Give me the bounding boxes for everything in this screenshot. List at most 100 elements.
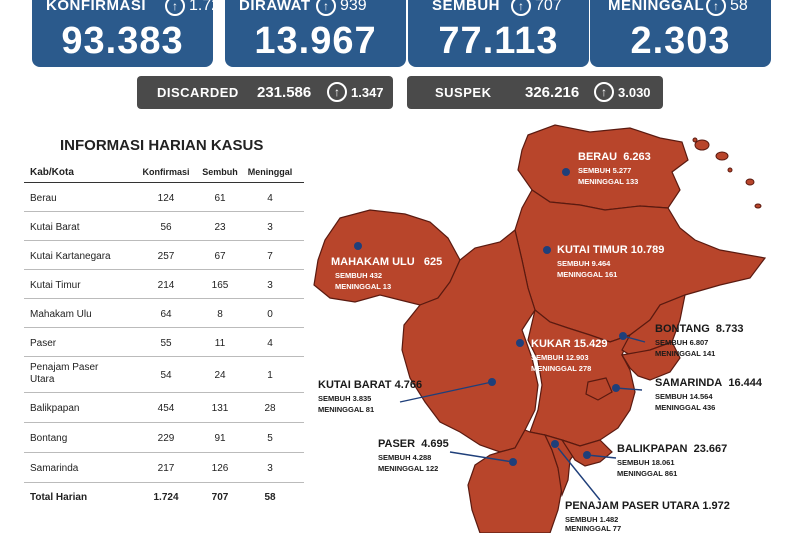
pill-label: DISCARDED: [157, 85, 239, 100]
marker-mahakam-ulu: [354, 242, 362, 250]
map-label-kutai-barat: KUTAI BARAT 4.766: [318, 379, 423, 391]
stat-pill-suspek: SUSPEK 326.216 ↑ 3.030: [407, 76, 663, 109]
leader-line: [586, 454, 617, 459]
stat-delta: 939: [340, 0, 367, 14]
map-sub-bontang-meninggal: MENINGGAL 141: [655, 349, 716, 358]
region-kutai-barat: [401, 228, 539, 453]
stat-label: DIRAWAT: [239, 0, 311, 14]
region-samarinda-enclave: [585, 377, 613, 401]
stat-value: 13.967: [254, 20, 377, 62]
header-kabkota: Kab/Kota: [30, 167, 74, 178]
marker-kukar: [516, 339, 524, 347]
map-sub-bontang-sembuh: SEMBUH 6.807: [655, 338, 709, 347]
map-sub-samarinda-meninggal: MENINGGAL 436: [655, 403, 716, 412]
table-row: Samarinda 217 126 3: [24, 453, 304, 483]
region-kukar: [527, 308, 636, 447]
map-sub-kukar-meninggal: MENINGGAL 278: [531, 364, 592, 373]
map-sub-ppu-sembuh: SEMBUH 1.482: [565, 515, 619, 524]
region-paser: [467, 429, 563, 533]
stat-value: 2.303: [630, 20, 731, 62]
island: [692, 137, 698, 143]
map-sub-samarinda-sembuh: SEMBUH 14.564: [655, 392, 713, 401]
stat-value: 93.383: [61, 20, 184, 62]
stat-card-meninggal: MENINGGAL ↑ 58 2.303: [590, 0, 771, 67]
leader-line: [399, 381, 493, 403]
stat-pill-discarded: DISCARDED 231.586 ↑ 1.347: [137, 76, 393, 109]
map-sub-kubar-meninggal: MENINGGAL 81: [318, 405, 375, 414]
island: [745, 178, 755, 186]
leader-line: [557, 447, 601, 501]
table-row: Penajam Paser Utara 54 24 1: [24, 357, 304, 393]
stat-label: MENINGGAL: [608, 0, 705, 14]
marker-kutai-timur: [543, 246, 551, 254]
table-row: Bontang 229 91 5: [24, 423, 304, 453]
region-samarinda: [621, 341, 681, 381]
pill-delta: 3.030: [618, 85, 651, 100]
map-label-balikpapan: BALIKPAPAN 23.667: [617, 443, 728, 455]
region-berau: [517, 124, 689, 211]
table-row: Kutai Barat 56 23 3: [24, 212, 304, 241]
island: [754, 203, 762, 209]
header-meninggal: Meninggal: [247, 167, 293, 177]
table-row-total: Total Harian 1.724 707 58: [30, 492, 276, 503]
pill-value: 326.216: [525, 84, 580, 101]
stat-card-dirawat: DIRAWAT ↑ 939 13.967: [225, 0, 406, 67]
table-header: Kab/Kota Konfirmasi Sembuh Meninggal: [24, 161, 304, 183]
map-sub-ppu-meninggal: MENINGGAL 77: [565, 524, 622, 533]
map-sub-kukar-sembuh: SEMBUH 12.903: [531, 353, 589, 362]
arrow-up-icon: ↑: [594, 82, 614, 102]
map-sub-balikpapan-meninggal: MENINGGAL 861: [617, 469, 678, 478]
arrow-up-icon: ↑: [511, 0, 531, 16]
map-label-samarinda: SAMARINDA 16.444: [655, 377, 763, 389]
map-label-ppu: PENAJAM PASER UTARA 1.972: [565, 500, 730, 512]
island: [715, 151, 729, 161]
header-konfirmasi: Konfirmasi: [142, 167, 190, 177]
table-title: INFORMASI HARIAN KASUS: [60, 137, 264, 154]
map-label-berau: BERAU 6.263: [578, 151, 651, 163]
stat-label: KONFIRMASI: [46, 0, 146, 14]
stat-delta: 58: [730, 0, 748, 14]
marker-ppu: [551, 440, 559, 448]
leader-line: [615, 387, 643, 391]
pill-value: 231.586: [257, 84, 312, 101]
pill-delta: 1.347: [351, 85, 384, 100]
map-sub-kubar-sembuh: SEMBUH 3.835: [318, 394, 372, 403]
table-row: Balikpapan 454 131 28: [24, 393, 304, 423]
map-sub-mahulu-sembuh: SEMBUH 432: [335, 271, 383, 280]
arrow-up-icon: ↑: [706, 0, 726, 16]
map-sub-kutim-sembuh: SEMBUH 9.464: [557, 259, 611, 268]
map-label-kutai-timur: KUTAI TIMUR 10.789: [557, 244, 665, 256]
region-kutai-timur: [514, 189, 767, 343]
stat-label: SEMBUH: [432, 0, 501, 14]
leader-line: [449, 451, 514, 463]
map-sub-kutim-meninggal: MENINGGAL 161: [557, 270, 618, 279]
stat-card-konfirmasi: KONFIRMASI ↑ 1.724 93.383: [32, 0, 229, 67]
table-row: Kutai Timur 214 165 3: [24, 270, 304, 299]
leader-line: [622, 335, 646, 343]
map-sub-mahulu-meninggal: MENINGGAL 13: [335, 282, 392, 291]
table-row: Mahakam Ulu 64 8 0: [24, 299, 304, 328]
table-row: Kutai Kartanegara 257 67 7: [24, 241, 304, 270]
map-label-kukar: KUKAR 15.429: [531, 338, 608, 350]
map-sub-berau-meninggal: MENINGGAL 133: [578, 177, 639, 186]
map-sub-berau-sembuh: SEMBUH 5.277: [578, 166, 632, 175]
pill-label: SUSPEK: [435, 85, 492, 100]
island: [727, 167, 733, 173]
map-sub-balikpapan-sembuh: SEMBUH 18.061: [617, 458, 675, 467]
map-sub-paser-sembuh: SEMBUH 4.288: [378, 453, 432, 462]
stat-card-sembuh: SEMBUH ↑ 707 77.113: [408, 0, 589, 67]
map-label-bontang: BONTANG 8.733: [655, 323, 744, 335]
map-label-mahakam-ulu: MAHAKAM ULU 625: [331, 256, 443, 268]
table-row: Berau 124 61 4: [24, 183, 304, 212]
arrow-up-icon: ↑: [327, 82, 347, 102]
island: [694, 139, 710, 151]
kaltim-map: [313, 124, 767, 533]
map-label-paser: PASER 4.695: [378, 438, 449, 450]
header-sembuh: Sembuh: [202, 167, 238, 177]
arrow-up-icon: ↑: [316, 0, 336, 16]
map-sub-paser-meninggal: MENINGGAL 122: [378, 464, 439, 473]
stat-delta: 707: [535, 0, 562, 14]
stat-value: 77.113: [438, 20, 559, 62]
marker-berau: [562, 168, 570, 176]
table-row: Paser 55 11 4: [24, 328, 304, 357]
